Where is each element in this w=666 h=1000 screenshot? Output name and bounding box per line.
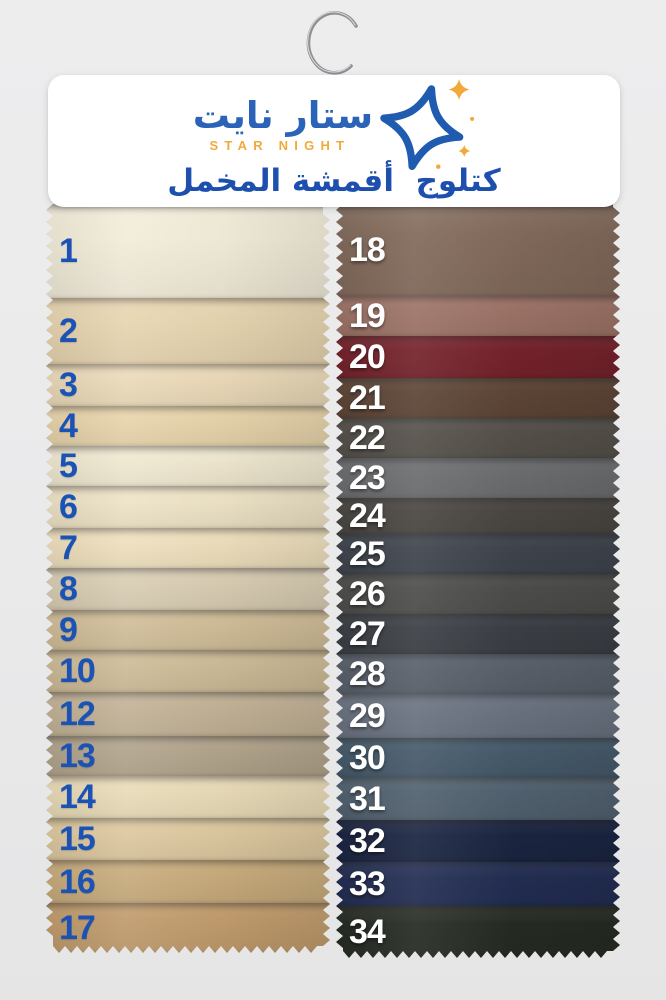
fabric-swatch-29: 29 bbox=[336, 694, 620, 738]
swatch-number: 12 bbox=[59, 695, 96, 733]
fabric-swatch-30: 30 bbox=[336, 738, 620, 777]
swatch-number: 2 bbox=[59, 312, 78, 350]
fabric-swatch-22: 22 bbox=[336, 418, 620, 458]
swatch-number: 30 bbox=[349, 738, 386, 777]
swatch-number: 23 bbox=[349, 459, 386, 497]
fabric-sheen bbox=[46, 610, 330, 650]
swatch-number: 17 bbox=[59, 909, 96, 947]
swatch-number: 1 bbox=[59, 232, 78, 270]
star-logo-icon bbox=[380, 79, 475, 170]
swatch-number: 19 bbox=[349, 297, 386, 335]
fabric-swatch-3: 3 bbox=[46, 364, 330, 406]
fabric-swatch-14: 14 bbox=[46, 776, 330, 818]
fabric-swatch-1: 1 bbox=[46, 204, 330, 298]
fabric-sheen bbox=[46, 486, 330, 528]
swatch-number: 20 bbox=[349, 338, 386, 376]
swatch-number: 18 bbox=[349, 231, 386, 269]
swatch-number: 10 bbox=[59, 652, 96, 690]
hanger-hook bbox=[306, 11, 358, 75]
swatch-number: 7 bbox=[59, 529, 78, 567]
fabric-swatch-17: 17 bbox=[46, 903, 330, 953]
fabric-swatch-32: 32 bbox=[336, 820, 620, 862]
fabric-swatch-20: 20 bbox=[336, 336, 620, 378]
fabric-swatch-24: 24 bbox=[336, 498, 620, 534]
swatch-number: 5 bbox=[59, 447, 78, 485]
swatch-number: 24 bbox=[349, 497, 386, 535]
swatch-number: 22 bbox=[349, 419, 386, 457]
brand-name-english: STAR NIGHT bbox=[209, 137, 351, 153]
sparkle-icon bbox=[436, 79, 475, 169]
fabric-swatch-28: 28 bbox=[336, 654, 620, 694]
swatch-number: 32 bbox=[349, 822, 386, 860]
fabric-sheen bbox=[46, 204, 330, 298]
swatch-number: 31 bbox=[349, 779, 386, 818]
fabric-swatch-8: 8 bbox=[46, 568, 330, 610]
fabric-sheen bbox=[46, 446, 330, 486]
fabric-swatch-6: 6 bbox=[46, 486, 330, 528]
fabric-swatch-26: 26 bbox=[336, 574, 620, 614]
fabric-sheen bbox=[46, 568, 330, 610]
brand-row: ستار نايت STAR NIGHT bbox=[192, 79, 475, 170]
fabric-swatch-5: 5 bbox=[46, 446, 330, 486]
swatch-number: 14 bbox=[59, 778, 96, 816]
swatch-number: 8 bbox=[59, 570, 78, 608]
swatch-number: 33 bbox=[349, 865, 386, 903]
fabric-swatch-10: 10 bbox=[46, 650, 330, 692]
fabric-swatch-23: 23 bbox=[336, 458, 620, 498]
fabric-swatch-12: 12 bbox=[46, 692, 330, 736]
fabric-swatch-15: 15 bbox=[46, 818, 330, 860]
fabric-swatch-7: 7 bbox=[46, 528, 330, 568]
fabric-swatch-33: 33 bbox=[336, 862, 620, 906]
swatch-number: 29 bbox=[349, 697, 386, 735]
brand-name-arabic: ستار نايت bbox=[192, 94, 374, 138]
catalog-title: كتلوج أقمشة المخمل bbox=[167, 162, 501, 199]
swatch-number: 25 bbox=[349, 535, 386, 573]
fabric-swatch-31: 31 bbox=[336, 777, 620, 820]
fabric-swatch-16: 16 bbox=[46, 860, 330, 903]
fabric-sheen bbox=[46, 364, 330, 406]
fabric-swatch-18: 18 bbox=[336, 204, 620, 296]
fabric-sheen bbox=[46, 298, 330, 364]
swatch-column-right: 18 19 20 21 22 23 24 25 26 27 28 29 30 31 32 33 34 bbox=[336, 204, 620, 958]
fabric-swatch-13: 13 bbox=[46, 736, 330, 776]
swatch-number: 27 bbox=[349, 615, 386, 653]
swatch-number: 21 bbox=[349, 379, 386, 417]
fabric-swatch-21: 21 bbox=[336, 378, 620, 418]
header-card: ستار نايت STAR NIGHT كتلوج أقمشة المخمل bbox=[48, 75, 620, 207]
swatch-number: 34 bbox=[349, 913, 386, 951]
fabric-swatch-19: 19 bbox=[336, 296, 620, 336]
fabric-swatch-25: 25 bbox=[336, 534, 620, 574]
swatch-number: 4 bbox=[59, 407, 78, 445]
swatch-number: 6 bbox=[59, 488, 78, 526]
fabric-sheen bbox=[46, 406, 330, 446]
fabric-swatch-9: 9 bbox=[46, 610, 330, 650]
fabric-swatch-34: 34 bbox=[336, 906, 620, 958]
swatch-number: 28 bbox=[349, 655, 386, 693]
fabric-swatch-4: 4 bbox=[46, 406, 330, 446]
fabric-swatch-2: 2 bbox=[46, 298, 330, 364]
fabric-swatch-27: 27 bbox=[336, 614, 620, 654]
swatch-number: 9 bbox=[59, 611, 78, 649]
swatch-number: 3 bbox=[59, 366, 78, 404]
swatch-number: 13 bbox=[59, 737, 96, 775]
swatch-number: 26 bbox=[349, 575, 386, 613]
swatch-number: 15 bbox=[59, 820, 96, 858]
swatch-number: 16 bbox=[59, 862, 96, 901]
swatch-column-left: 1 2 3 4 5 6 7 8 9 10 12 13 14 15 16 17 bbox=[46, 204, 330, 953]
fabric-sheen bbox=[46, 528, 330, 568]
